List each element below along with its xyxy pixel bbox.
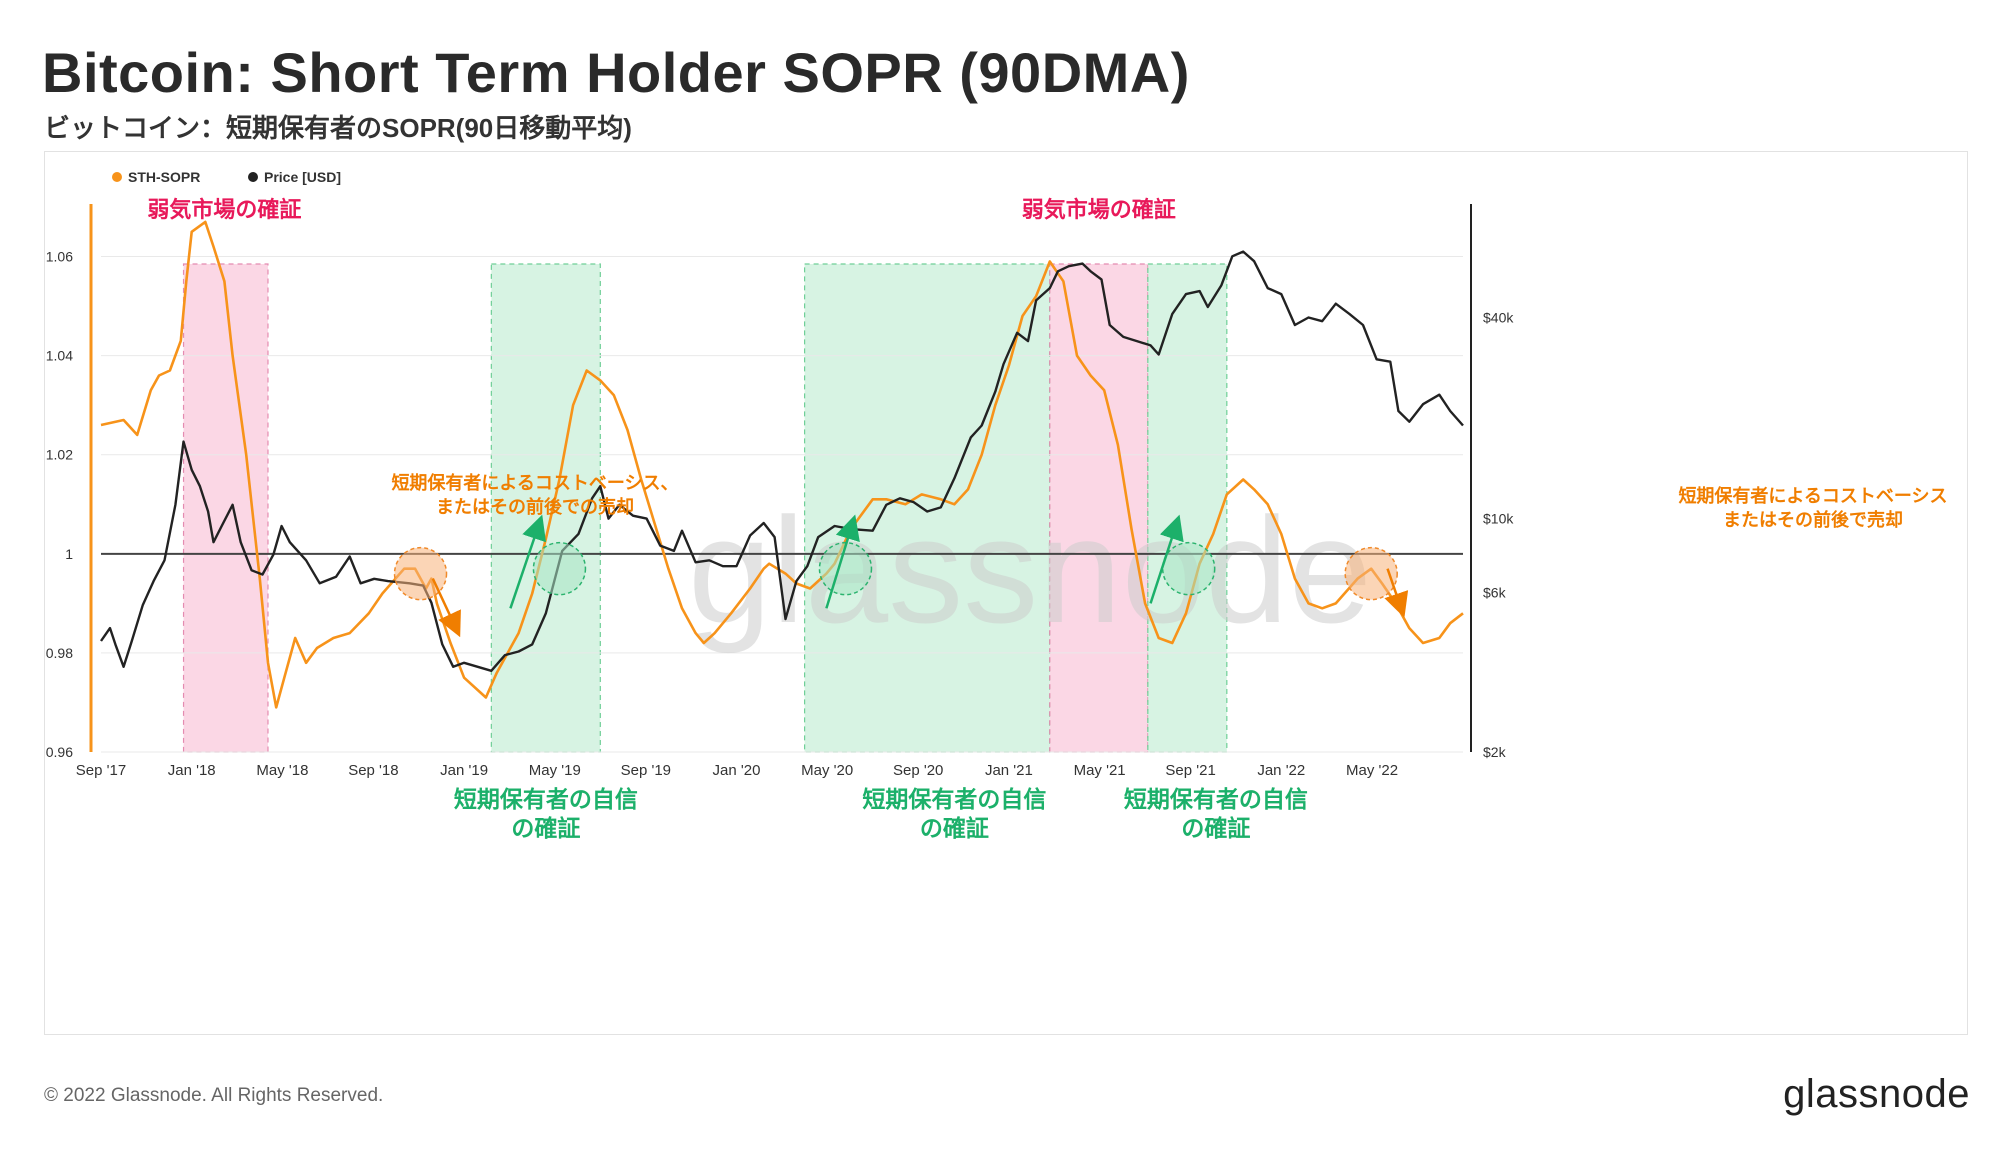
annotation-sth-confidence: の確証 xyxy=(920,815,989,841)
left-axis-tick-label: 0.98 xyxy=(46,645,73,661)
x-axis-tick-label: Sep '17 xyxy=(76,762,126,779)
x-axis-tick-label: Jan '19 xyxy=(440,762,488,779)
chart-svg: glassnode 0.96 0.98 1 1.02 1.04 1.06 $2k $6k $10… xyxy=(46,169,1948,841)
annotation-arrow-orange xyxy=(1384,568,1409,618)
annotation-cost-basis-1: 短期保有者によるコストベーシス、 xyxy=(391,472,678,493)
annotation-sth-confidence: 短期保有者の自信 xyxy=(1124,786,1308,812)
legend: STH-SOPR Price [USD] xyxy=(112,169,341,185)
annotation-sth-confidence: 短期保有者の自信 xyxy=(454,786,638,812)
x-axis-tick-label: May '18 xyxy=(256,762,308,779)
left-axis-tick-label: 1.06 xyxy=(46,249,73,265)
shaded-regions xyxy=(182,263,1228,753)
annotation-arrows xyxy=(431,514,1409,638)
right-axis-tick-label: $40k xyxy=(1483,310,1514,326)
x-axis-tick-label: Jan '21 xyxy=(985,762,1033,779)
watermark: glassnode xyxy=(688,486,1372,654)
legend-swatch xyxy=(112,172,122,182)
x-axis-tick-label: Jan '20 xyxy=(713,762,761,779)
annotation-arrow-green xyxy=(509,514,547,609)
legend-label: STH-SOPR xyxy=(128,169,200,185)
highlight-circle-green xyxy=(1161,541,1216,596)
x-axis-tick-label: May '20 xyxy=(801,762,853,779)
annotation-cost-basis-2: 短期保有者によるコストベーシス xyxy=(1678,485,1947,506)
annotation-sth-confidence: の確証 xyxy=(1181,815,1250,841)
x-axis-tick-label: Jan '18 xyxy=(168,762,216,779)
annotations: 弱気市場の確証 弱気市場の確証短期保有者によるコストベーシス、またはその前後での売… xyxy=(147,197,1947,841)
chart-panel: glassnode 0.96 0.98 1 1.02 1.04 1.06 $2k $6k $10… xyxy=(44,151,1968,1035)
axes: 0.96 0.98 1 1.02 1.04 1.06 $2k $6k $10k $40k Sep '… xyxy=(46,204,1514,779)
legend-swatch xyxy=(248,172,258,182)
grid-lines xyxy=(101,256,1463,753)
x-axis-tick-label: May '19 xyxy=(529,762,581,779)
highlight-circle-green xyxy=(532,541,587,596)
annotation-bear-market: 弱気市場の確証 xyxy=(147,197,301,222)
shaded-region-confidence xyxy=(490,263,601,753)
highlight-circles xyxy=(393,541,1398,601)
x-axis-tick-label: Jan '22 xyxy=(1257,762,1305,779)
left-axis-tick-label: 1.02 xyxy=(46,447,73,463)
annotation-bear-market: 弱気市場の確証 xyxy=(1022,197,1176,222)
x-axis-tick-label: Sep '20 xyxy=(893,762,943,779)
right-axis-tick-label: $6k xyxy=(1483,585,1507,601)
left-axis-tick-label: 1.04 xyxy=(46,348,73,364)
series-lines xyxy=(100,220,1464,709)
annotation-cost-basis-1: またはその前後での売却 xyxy=(436,496,634,517)
annotation-arrow-green xyxy=(825,514,860,609)
shaded-region-bear xyxy=(1049,263,1149,753)
right-axis-tick-label: $2k xyxy=(1483,744,1507,760)
x-axis-tick-label: Sep '21 xyxy=(1165,762,1215,779)
chart-subtitle: ビットコイン：短期保有者のSOPR(90日移動平均) xyxy=(44,113,632,143)
annotation-arrow-orange xyxy=(431,578,461,638)
chart-title: Bitcoin: Short Term Holder SOPR (90DMA) xyxy=(42,41,1190,104)
x-axis-tick-label: May '22 xyxy=(1346,762,1398,779)
annotation-cost-basis-2: またはその前後で売却 xyxy=(1723,509,1903,530)
glassnode-logo: glassnode xyxy=(1783,1072,1970,1116)
series-line-sth-sopr xyxy=(100,220,1464,709)
highlight-circle-orange xyxy=(1344,546,1398,601)
copyright-text: © 2022 Glassnode. All Rights Reserved. xyxy=(44,1085,384,1106)
x-axis-tick-label: Sep '19 xyxy=(621,762,671,779)
annotation-arrow-green xyxy=(1149,514,1184,604)
highlight-circle-orange xyxy=(393,546,448,601)
legend-label: Price [USD] xyxy=(264,169,341,185)
x-axis-tick-label: May '21 xyxy=(1074,762,1126,779)
right-axis-tick-label: $10k xyxy=(1483,511,1514,527)
left-axis-tick-label: 1 xyxy=(65,546,73,562)
left-axis-tick-label: 0.96 xyxy=(46,744,73,760)
shaded-region-confidence xyxy=(804,263,1051,753)
x-axis-tick-label: Sep '18 xyxy=(348,762,398,779)
annotation-sth-confidence: 短期保有者の自信 xyxy=(862,786,1046,812)
series-line-price xyxy=(100,250,1464,672)
annotation-sth-confidence: の確証 xyxy=(511,815,580,841)
shaded-region-bear xyxy=(182,263,269,753)
